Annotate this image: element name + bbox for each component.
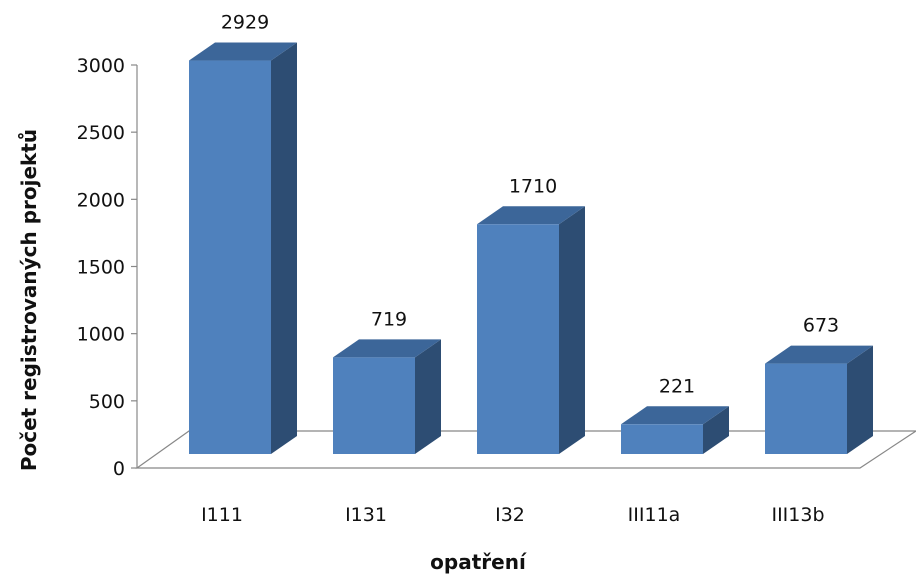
y-tick-label: 1500 <box>77 257 125 279</box>
x-tick-label: I131 <box>345 504 387 526</box>
y-tick-label: 2500 <box>77 122 125 144</box>
bar-side <box>271 42 297 455</box>
data-label: 719 <box>371 308 407 330</box>
data-label: 221 <box>659 375 695 397</box>
data-label: 1710 <box>509 175 557 197</box>
x-tick-label: III11a <box>628 504 681 526</box>
x-tick-label: III13b <box>771 504 824 526</box>
bar-front <box>477 224 559 454</box>
x-tick-label: I32 <box>495 504 525 526</box>
bar-front <box>621 424 703 454</box>
y-tick-label: 0 <box>113 458 125 480</box>
bars <box>189 42 873 455</box>
x-tick-label: I111 <box>201 504 243 526</box>
bar-top <box>621 406 729 425</box>
bar <box>621 406 729 454</box>
bar <box>189 42 297 455</box>
y-tick-label: 2000 <box>77 189 125 211</box>
x-axis-title: opatření <box>430 550 527 574</box>
bar-top <box>333 339 441 358</box>
bar <box>333 339 441 454</box>
y-tick-label: 1000 <box>77 324 125 346</box>
y-axis-title: Počet registrovaných projektů <box>17 129 41 471</box>
data-label: 2929 <box>221 12 269 34</box>
bar-front <box>189 60 271 455</box>
bar-front <box>333 357 415 454</box>
bar-front <box>765 363 847 454</box>
chart-floor <box>135 430 916 469</box>
bar-top <box>477 206 585 225</box>
y-tick-label: 3000 <box>77 55 125 77</box>
x-axis-categories: I111 I131 I32 III11a III13b <box>201 504 824 526</box>
bar-side <box>847 345 873 454</box>
data-labels: 2929 719 1710 221 673 <box>221 12 839 398</box>
bar-side <box>559 206 585 454</box>
bar <box>477 206 585 454</box>
bar <box>765 345 873 454</box>
bar-side <box>703 406 729 454</box>
y-tick-label: 500 <box>89 391 125 413</box>
data-label: 673 <box>803 315 839 337</box>
bar-top <box>189 42 297 61</box>
y-axis-ticks: 0 500 1000 1500 2000 2500 3000 <box>77 55 137 480</box>
bar-side <box>415 339 441 454</box>
bar-top <box>765 345 873 364</box>
